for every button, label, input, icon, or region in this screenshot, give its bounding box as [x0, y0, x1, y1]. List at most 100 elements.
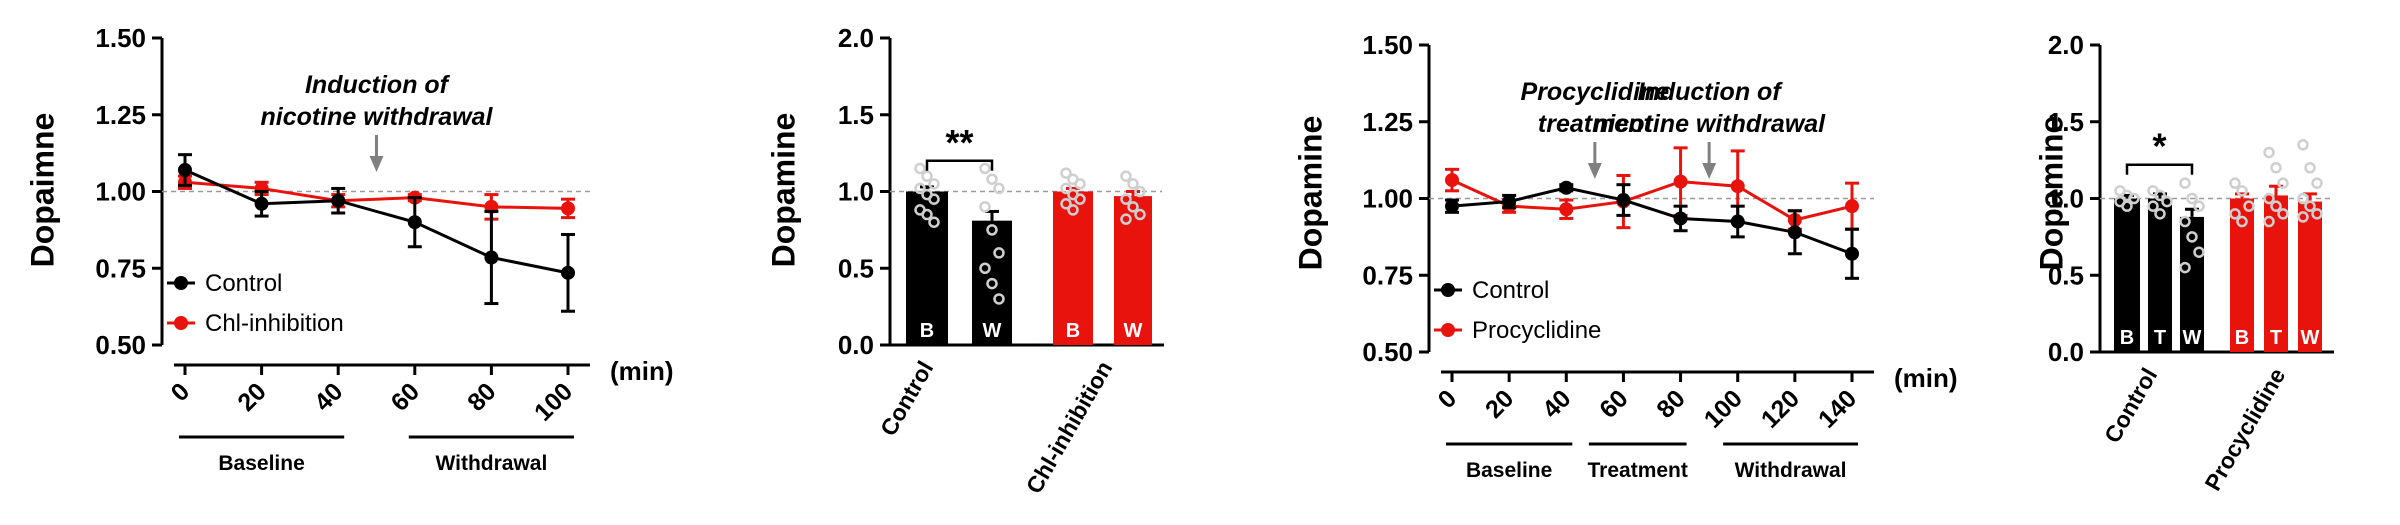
bar [2114, 198, 2140, 352]
bar [2230, 198, 2254, 352]
period-label: Treatment [1588, 459, 1688, 482]
individual-point [2304, 162, 2316, 174]
bar [2298, 201, 2322, 352]
x-tick-label: 80 [462, 377, 501, 416]
data-point [1845, 246, 1859, 261]
y-tick-label: 1.50 [1362, 30, 1413, 60]
individual-point [2179, 215, 2191, 228]
y-tick-label: 0.50 [95, 330, 146, 360]
series-control [1445, 180, 1859, 280]
y-axis-label: Dopamine [2033, 116, 2069, 271]
individual-point [2128, 192, 2140, 205]
individual-point [914, 162, 926, 175]
legend-label: Procyclidine [1472, 317, 1601, 344]
x-tick-label: 20 [1480, 384, 1519, 423]
individual-point [2297, 211, 2309, 223]
individual-point [993, 247, 1005, 259]
series-line [1451, 178, 1853, 222]
legend-swatch-marker [1441, 323, 1455, 337]
individual-point [979, 201, 991, 213]
series-line [184, 180, 569, 210]
legend-swatch-marker [174, 276, 188, 290]
individual-point [2297, 192, 2309, 205]
individual-point [2297, 139, 2309, 151]
period-label: Withdrawal [435, 452, 547, 475]
series-control [178, 153, 575, 313]
data-point [407, 215, 422, 230]
y-tick-label: 0.5 [2048, 260, 2084, 290]
y-tick-label: 1.5 [2048, 107, 2084, 137]
annotation-line-2: nicotine withdrawal [1593, 110, 1826, 138]
data-point [1445, 199, 1459, 214]
bar-inside-label: W [983, 320, 1002, 342]
x-tick-label: 60 [386, 377, 425, 416]
individual-point [1134, 185, 1146, 198]
y-tick-label: 0.50 [1362, 337, 1413, 367]
individual-point [928, 178, 940, 190]
x-tick-label: 0 [1433, 384, 1463, 414]
arrow-head [1587, 163, 1602, 179]
individual-point [2147, 200, 2159, 212]
period-label: Withdrawal [1735, 459, 1847, 482]
individual-point [2277, 208, 2289, 220]
bar [972, 220, 1012, 345]
individual-point [2236, 185, 2248, 197]
bar-inside-label: B [2235, 327, 2249, 349]
x-axis-unit: (min) [1894, 363, 1958, 393]
y-tick-label: 1.0 [2048, 184, 2084, 214]
individual-point [1134, 208, 1146, 221]
y-tick-label: 1.25 [95, 100, 146, 130]
series-line [1451, 186, 1853, 256]
legend-label: Control [1472, 277, 1549, 304]
individual-point [979, 262, 991, 274]
individual-point [2161, 195, 2173, 208]
individual-point [2243, 200, 2255, 212]
annotation-line-2: nicotine withdrawal [261, 103, 494, 131]
panel-1: Dopaimne 0.50 0.75 1.00 1.25 1.50 0 20 40 60 80 100… [24, 23, 673, 475]
bar-inside-label: T [2154, 327, 2166, 349]
individual-point [1074, 193, 1086, 205]
individual-point [2263, 215, 2275, 228]
bar-inside-label: T [2270, 327, 2282, 349]
arrow-head [1702, 163, 1717, 179]
significance-bracket [925, 159, 994, 171]
individual-point [2179, 177, 2191, 189]
individual-point [2229, 208, 2241, 220]
annotation-line-1: Induction of [305, 71, 451, 99]
individual-point [2186, 192, 2198, 205]
y-tick-label: 0.75 [95, 253, 146, 283]
individual-point [2193, 200, 2205, 212]
legend-swatch-marker [1441, 283, 1455, 297]
y-tick-label: 1.00 [95, 177, 146, 207]
data-point [1502, 194, 1517, 209]
period-label: Baseline [218, 452, 304, 475]
individual-point [1060, 167, 1072, 179]
individual-point [2304, 200, 2316, 212]
x-tick-label: 0 [166, 377, 196, 407]
x-category-label: Control [2099, 364, 2162, 448]
significance-marker: * [2152, 126, 2166, 167]
individual-point [986, 224, 998, 236]
individual-point [2263, 146, 2275, 159]
individual-point [2311, 208, 2323, 220]
data-point [1787, 225, 1802, 240]
y-tick-label: 0.0 [838, 330, 874, 360]
individual-point [2154, 208, 2166, 220]
individual-point [921, 170, 933, 182]
y-tick-label: 1.50 [95, 23, 146, 53]
x-tick-label: 20 [232, 377, 271, 416]
individual-point [2193, 246, 2205, 258]
x-tick-label: 140 [1813, 384, 1862, 433]
bar-inside-label: B [1066, 320, 1080, 342]
individual-point [993, 182, 1005, 195]
arrow-head [369, 156, 384, 172]
data-point [178, 163, 192, 178]
individual-point [2263, 192, 2275, 205]
data-point [1673, 174, 1688, 189]
y-axis-label: Dopaimne [24, 113, 60, 268]
